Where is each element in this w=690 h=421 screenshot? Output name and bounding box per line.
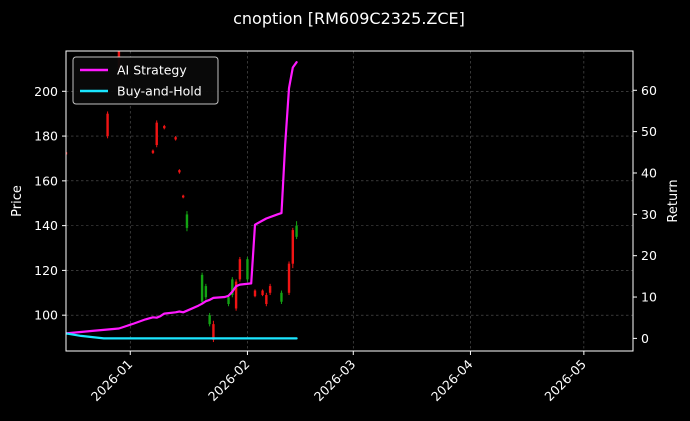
- candle-body: [287, 263, 291, 293]
- candle-body: [151, 150, 155, 153]
- candle-body: [178, 170, 181, 173]
- candle-body: [181, 195, 185, 198]
- y-tick-label: 120: [34, 263, 58, 278]
- candle-body: [231, 279, 234, 296]
- return-series: [66, 61, 298, 340]
- candle-body: [155, 122, 158, 146]
- candle-body: [238, 259, 242, 280]
- y2-tick-label: 10: [641, 290, 657, 305]
- y2-tick-label: 20: [641, 248, 657, 263]
- candle-body: [295, 225, 298, 237]
- candle-body: [204, 286, 208, 298]
- legend-label-ai-strategy: AI Strategy: [117, 63, 187, 78]
- candle-body: [66, 152, 68, 155]
- candle-body: [291, 230, 294, 264]
- candle-body: [106, 113, 109, 137]
- candle-body: [261, 290, 264, 296]
- y-tick-label: 140: [34, 218, 58, 233]
- y2-tick-label: 50: [641, 124, 657, 139]
- candle-body: [268, 286, 272, 293]
- y2-tick-label: 40: [641, 165, 657, 180]
- legend-box: [72, 56, 219, 105]
- series-line-buy-and-hold: [66, 332, 298, 340]
- candle-body: [253, 290, 257, 297]
- candle-body: [212, 324, 215, 340]
- y-tick-label: 180: [34, 129, 58, 144]
- legend-label-buy-and-hold: Buy-and-Hold: [117, 84, 202, 99]
- y2-axis-title: Return: [666, 179, 681, 222]
- candle-body: [265, 295, 268, 304]
- candle-body: [200, 274, 204, 302]
- y-tick-label: 100: [34, 308, 58, 323]
- y-axis-title: Price: [10, 185, 25, 217]
- legend: AI Strategy Buy-and-Hold: [72, 56, 219, 105]
- y2-tick-label: 60: [641, 83, 657, 98]
- series-line-ai-strategy: [66, 61, 298, 335]
- candle-body: [208, 315, 211, 325]
- candle-body: [280, 292, 283, 302]
- candle-body: [246, 259, 249, 280]
- candle-body: [227, 297, 230, 304]
- candle-body: [163, 126, 166, 129]
- chart-title: cnoption [RM609C2325.ZCE]: [233, 9, 465, 28]
- y-tick-label: 160: [34, 173, 58, 188]
- candle-body: [185, 214, 189, 228]
- candle-body: [174, 137, 177, 140]
- plot-frame: [65, 50, 634, 352]
- candle-body: [234, 281, 238, 309]
- y-tick-label: 200: [34, 84, 58, 99]
- y2-tick-label: 0: [641, 331, 649, 346]
- y2-tick-label: 30: [641, 207, 657, 222]
